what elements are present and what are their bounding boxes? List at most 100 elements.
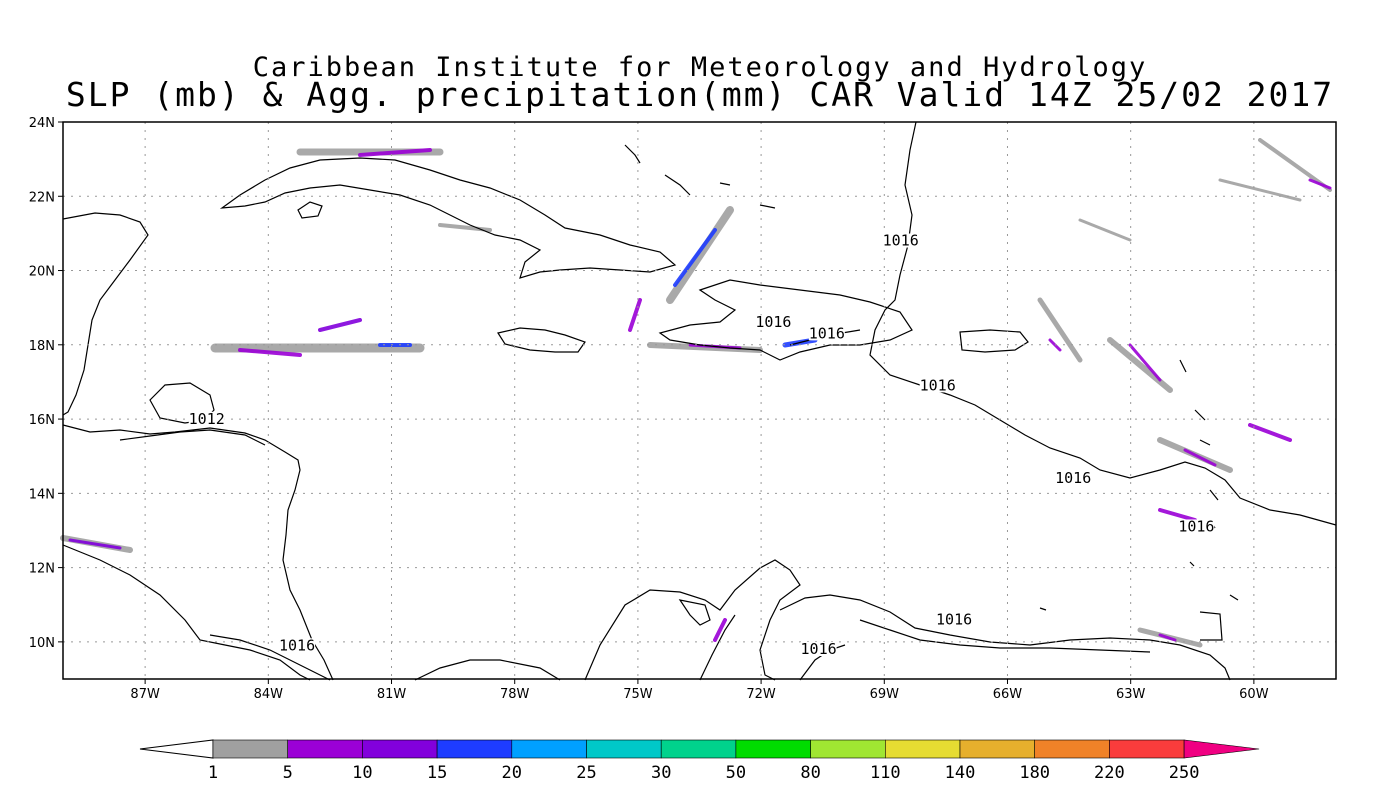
grid-layer — [63, 121, 1336, 679]
isobar-line — [859, 619, 1151, 653]
isobar-label-bg — [882, 233, 919, 248]
precipitation-area — [1128, 343, 1162, 382]
colorbar-label: 140 — [945, 763, 976, 783]
lon-tick-label: 78W — [500, 687, 530, 702]
precipitation-area — [1037, 297, 1083, 363]
lat-tick-label: 12N — [29, 562, 55, 577]
isobar-label: 1012 — [189, 410, 225, 428]
isobar-label: 1016 — [1055, 469, 1091, 487]
precipitation-area — [358, 148, 432, 157]
isobar-line — [678, 599, 711, 626]
isobar-line — [119, 429, 266, 446]
isobar-label: 1016 — [279, 636, 315, 654]
lon-tick-label: 81W — [377, 687, 407, 702]
isobar-label: 1016 — [801, 640, 837, 658]
precipitation-area — [1078, 218, 1132, 242]
colorbar-arrow-low — [139, 739, 214, 759]
lon-tick-label: 87W — [130, 687, 160, 702]
precipitation-layer — [60, 138, 1332, 648]
precipitation-area — [1308, 178, 1332, 190]
island-coastline — [297, 201, 323, 219]
colorbar-swatch — [1034, 739, 1110, 759]
precipitation-area — [1258, 138, 1332, 192]
colorbar-swatch — [660, 739, 737, 759]
south-america-coastline — [779, 594, 1231, 681]
island-coastline — [149, 382, 215, 424]
isobar-label-bg — [919, 378, 956, 393]
puerto-rico-coastline — [959, 329, 1029, 353]
isobar-line — [869, 121, 1337, 526]
precipitation-area — [438, 223, 492, 232]
lon-tick-label: 72W — [746, 687, 776, 702]
axis-layer: 24N 22N 20N 18N 16N 14N 12N 10N 87W 84W 81W 78W 75W 7… — [29, 116, 1269, 702]
colorbar-swatch — [1109, 739, 1185, 759]
isobar-label-layer: 1016 1016 1016 1016 1012 1016 1016 1016 1016 1016 — [189, 232, 1215, 658]
colorbar-label: 110 — [870, 763, 901, 783]
lat-tick-label: 20N — [29, 265, 55, 280]
lon-tick-label: 66W — [993, 687, 1023, 702]
precipitation-area — [1158, 508, 1197, 522]
central-america-coastline — [62, 544, 311, 681]
isobar-line — [209, 634, 331, 681]
lon-tick-label: 84W — [254, 687, 284, 702]
precipitation-area — [628, 298, 642, 332]
gulf-coastline — [414, 659, 561, 681]
island-coastline — [1179, 359, 1239, 601]
precipitation-area — [238, 348, 302, 357]
colorbar-label: 1 — [208, 763, 218, 783]
colorbar-swatch — [362, 739, 438, 759]
central-america-coastline — [62, 212, 149, 416]
colorbar-label: 250 — [1169, 763, 1200, 783]
chart-subtitle: SLP (mb) & Agg. precipitation(mm) CAR Va… — [65, 75, 1335, 114]
isobar-label: 1016 — [920, 376, 956, 394]
colorbar-arrow-high — [1183, 739, 1260, 759]
precipitation-area — [1107, 337, 1173, 393]
map-frame — [62, 121, 1337, 680]
lat-tick-label: 18N — [29, 339, 55, 354]
precipitation-area — [1158, 633, 1177, 642]
colorbar-swatch — [810, 739, 886, 759]
isobar-label-bg — [279, 638, 316, 653]
colorbar-swatch — [586, 739, 662, 759]
colorbar-label: 25 — [576, 763, 596, 783]
colorbar-swatch — [959, 739, 1035, 759]
precipitation-area — [673, 228, 717, 287]
colorbar-swatch — [511, 739, 587, 759]
cuba-coastline — [219, 157, 677, 279]
isobar-label-bg — [755, 315, 792, 330]
island-coastline — [1039, 561, 1223, 641]
precipitation-area — [318, 318, 362, 332]
colorbar-swatch — [735, 739, 811, 759]
precipitation-area — [1183, 448, 1217, 467]
isobar-layer — [119, 121, 1337, 681]
lat-tick-label: 10N — [29, 636, 55, 651]
isobar-label: 1016 — [936, 610, 972, 628]
isobar-label: 1016 — [755, 313, 791, 331]
precipitation-area — [1248, 423, 1292, 442]
chart-title: Caribbean Institute for Meteorology and … — [252, 52, 1148, 83]
south-america-coastline — [584, 559, 801, 681]
colorbar-label: 180 — [1019, 763, 1050, 783]
colorbar-label: 30 — [651, 763, 671, 783]
lon-tick-label: 63W — [1116, 687, 1146, 702]
isobar-label-bg — [800, 642, 837, 657]
colorbar-label: 80 — [800, 763, 820, 783]
colorbar-swatch — [287, 739, 363, 759]
precipitation-area — [713, 618, 727, 642]
colorbar-label: 5 — [283, 763, 293, 783]
central-america-coastline — [62, 424, 334, 681]
lat-tick-label: 22N — [29, 190, 55, 205]
colorbar-label: 220 — [1094, 763, 1125, 783]
isobar-label-bg — [1178, 519, 1215, 534]
island-coastline — [624, 144, 776, 209]
colorbar-label: 20 — [502, 763, 522, 783]
colorbar-label: 50 — [726, 763, 746, 783]
jamaica-coastline — [497, 327, 586, 353]
hispaniola-coastline — [658, 279, 913, 361]
colorbar-label: 15 — [427, 763, 447, 783]
precipitation-area — [1218, 178, 1302, 202]
lon-tick-label: 75W — [623, 687, 653, 702]
lat-tick-label: 14N — [29, 487, 55, 502]
precipitation-area — [666, 206, 734, 304]
